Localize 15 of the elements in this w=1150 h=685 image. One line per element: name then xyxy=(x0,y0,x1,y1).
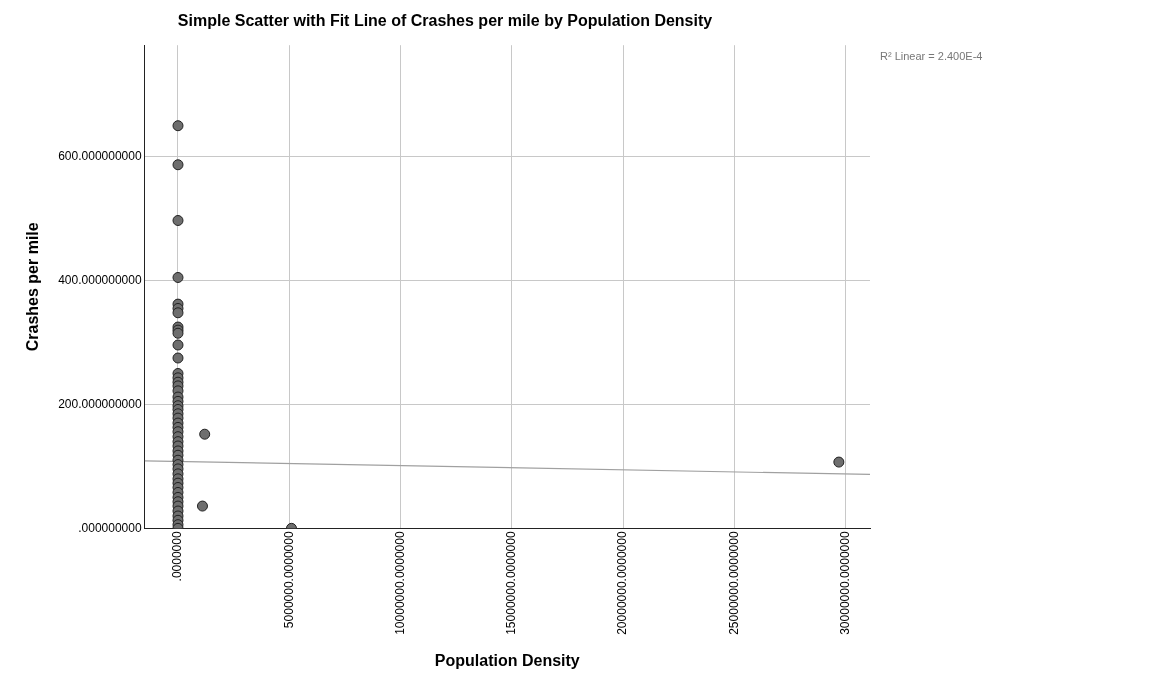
x-tick-label: 10000000.0000000 xyxy=(392,531,407,635)
y-tick-label: 200.000000000 xyxy=(58,396,142,411)
text: R² Linear = 2.400E-4 xyxy=(880,49,983,62)
y-tick-label: 600.000000000 xyxy=(58,149,142,164)
x-tick-label: 15000000.0000000 xyxy=(504,531,519,635)
y-axis-title: Crashes per mile xyxy=(24,222,42,352)
chart-title: Simple Scatter with Fit Line of Crashes per mile by Population Density xyxy=(177,12,713,30)
x-tick-label: .0000000 xyxy=(170,531,185,582)
x-tick-label: 20000000.0000000 xyxy=(615,531,630,635)
y-tick-label: 400.000000000 xyxy=(58,272,142,287)
x-axis-title: Population Density xyxy=(434,651,580,669)
y-tick-label: .000000000 xyxy=(78,520,142,535)
x-tick-label: 30000000.0000000 xyxy=(837,531,852,635)
x-tick-label: 5000000.0000000 xyxy=(281,531,296,629)
x-tick-label: 25000000.0000000 xyxy=(726,531,741,635)
